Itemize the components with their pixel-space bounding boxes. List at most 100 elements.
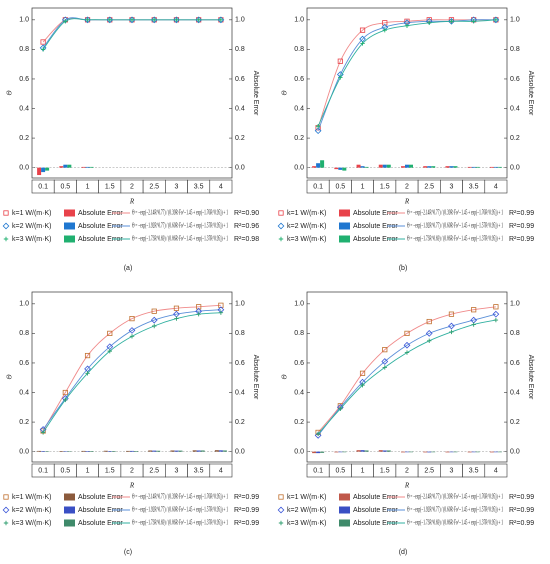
error-bar <box>342 451 347 453</box>
marker <box>314 127 322 135</box>
error-bar <box>409 164 413 168</box>
x-tick-label: 2 <box>405 183 409 190</box>
y-tick-label: 0.6 <box>19 360 29 367</box>
fit-formula: Θ = −exp(−2.14R^0.77) / (0.39R·Fo^−1.45 … <box>407 493 503 501</box>
error-bar <box>316 451 321 454</box>
marker <box>40 47 46 52</box>
x-tick-label: 4 <box>494 467 498 474</box>
error-bar <box>356 164 361 168</box>
x-tick-label: 0.5 <box>335 183 345 190</box>
panel-label: (d) <box>399 549 408 556</box>
error-bar <box>449 451 454 453</box>
marker <box>382 347 388 353</box>
marker <box>107 17 112 23</box>
y-tick-label: 0.6 <box>294 76 304 83</box>
error-bar <box>59 451 64 452</box>
error-bar <box>222 450 227 452</box>
marker <box>425 330 433 337</box>
marker <box>359 370 366 376</box>
plot-frame <box>306 291 508 463</box>
y-tick-label: 0.0 <box>19 448 29 455</box>
x-tick-label: 1.5 <box>105 467 115 474</box>
marker <box>152 323 157 329</box>
error-bar <box>41 451 46 452</box>
error-bar <box>214 450 219 452</box>
error-bar <box>338 451 343 453</box>
error-bar <box>196 450 201 452</box>
marker <box>85 371 90 376</box>
y-tick-label: 0.4 <box>19 105 29 112</box>
legend-label: k=1 W/(m·K) <box>12 210 51 217</box>
marker <box>128 327 136 334</box>
error-bar <box>427 451 432 453</box>
marker <box>448 311 455 317</box>
error-bar <box>45 167 50 171</box>
error-bar <box>111 451 116 452</box>
x-axis-label: R <box>404 482 410 490</box>
y-tick-label: 0.2 <box>294 135 304 142</box>
r2-label: R²=0.98 <box>234 236 259 243</box>
x-tick-label: 1 <box>361 467 365 474</box>
r2-label: R²=0.99 <box>509 520 534 527</box>
marker <box>471 307 477 313</box>
error-bar <box>338 167 343 170</box>
error-bar <box>360 450 365 452</box>
y-tick-label: 0.8 <box>19 46 29 53</box>
error-bar <box>493 166 498 168</box>
error-bar <box>401 166 405 168</box>
category-box <box>484 463 508 478</box>
error-bar <box>312 166 317 168</box>
y-tick-label: 0.2 <box>294 419 304 426</box>
marker <box>427 20 432 25</box>
error-bar <box>156 450 161 452</box>
error-bar <box>81 450 86 452</box>
y-axis-label: Θ <box>281 90 289 95</box>
error-bar <box>41 167 46 173</box>
legend-label: Absolute Error <box>353 210 398 217</box>
error-bar <box>493 451 498 453</box>
marker <box>403 341 411 349</box>
fit-formula: Θ = −exp(−1.92R^0.77) / (0.60R·Fo^−1.45 … <box>132 222 228 230</box>
marker <box>315 431 321 437</box>
fit-formula: Θ = −exp(−1.92R^0.77) / (0.60R·Fo^−1.45 … <box>407 506 503 514</box>
error-bar <box>130 450 134 452</box>
error-bar <box>378 164 383 168</box>
marker <box>359 27 366 33</box>
y-tick-label: 0.6 <box>19 76 29 83</box>
error-bar <box>342 167 347 171</box>
x-tick-label: 0.5 <box>60 467 70 474</box>
category-box <box>209 179 233 194</box>
marker <box>62 389 68 396</box>
marker <box>128 16 136 24</box>
error-bar <box>382 450 387 452</box>
y-axis-label: Θ <box>6 374 14 379</box>
fit-curve <box>42 18 221 50</box>
error-bar <box>471 166 476 168</box>
error-bar <box>174 450 179 452</box>
legend-label: Absolute Error <box>353 223 398 230</box>
y-tick-label: 0.6 <box>294 360 304 367</box>
marker <box>107 348 112 354</box>
marker <box>493 317 499 323</box>
y-axis-label: Θ <box>281 374 289 379</box>
y2-tick-label: 0.0 <box>235 448 245 455</box>
x-tick-label: 3.5 <box>194 467 204 474</box>
legend-label: k=1 W/(m·K) <box>287 210 326 217</box>
panel-label: (a) <box>124 265 133 272</box>
fit-curve <box>42 304 221 432</box>
y2-tick-label: 0.2 <box>510 135 520 142</box>
fit-formula: Θ = −exp(−1.73R^0.69) / (0.86R·Fo^−1.45 … <box>132 519 228 527</box>
error-bar <box>334 451 339 453</box>
r2-label: R²=0.99 <box>509 507 534 514</box>
y-tick-label: 0.0 <box>294 448 304 455</box>
legend-swatch <box>64 506 75 514</box>
x-tick-label: 0.1 <box>38 183 48 190</box>
y2-tick-label: 0.4 <box>510 105 520 112</box>
error-bar <box>405 451 409 453</box>
y2-tick-label: 0.2 <box>235 135 245 142</box>
error-bar <box>497 166 502 168</box>
category-box <box>209 463 233 478</box>
legend-label: Absolute Error <box>353 520 398 527</box>
error-bar <box>431 451 436 453</box>
marker <box>85 17 90 23</box>
